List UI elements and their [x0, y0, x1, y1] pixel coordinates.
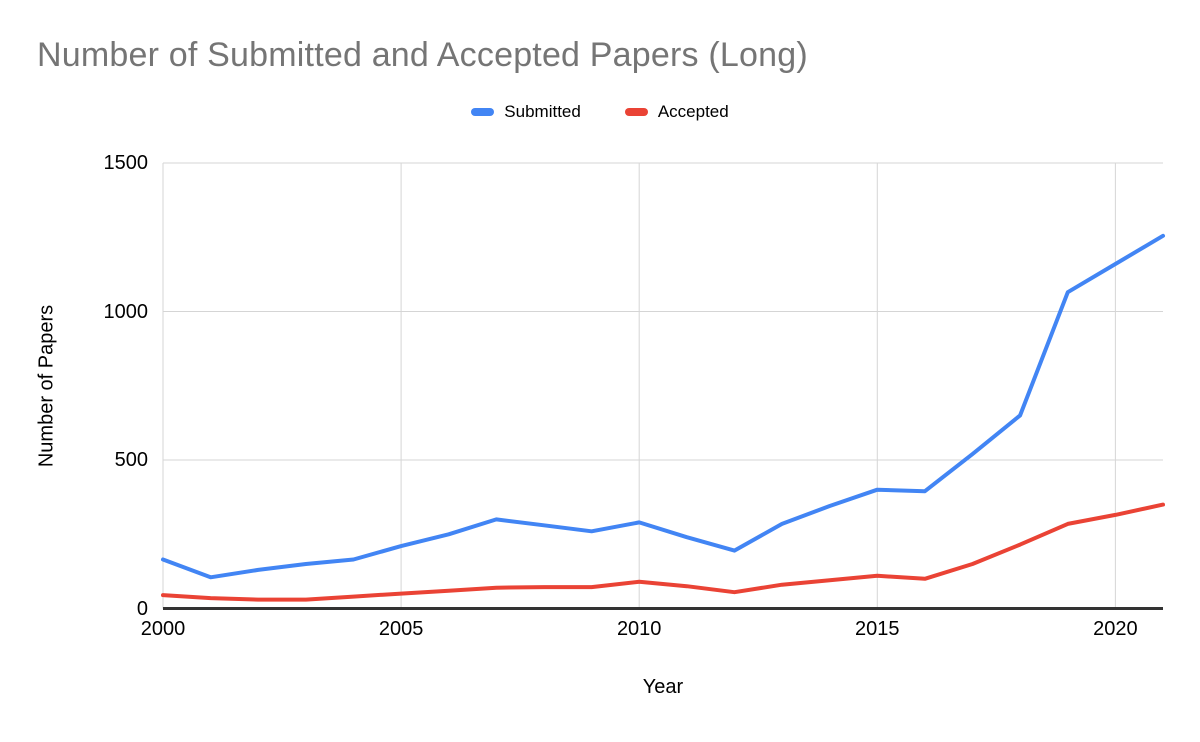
y-axis-title: Number of Papers [35, 304, 58, 468]
legend-item-submitted: Submitted [471, 102, 581, 122]
x-tick-label: 2020 [1093, 618, 1138, 640]
legend: Submitted Accepted [0, 102, 1200, 122]
submitted-line [161, 233, 1165, 580]
y-tick-label: 500 [114, 449, 148, 471]
accepted-legend-label: Accepted [657, 102, 729, 121]
x-tick-label: 2000 [140, 618, 186, 640]
legend-item-accepted: Accepted [624, 102, 729, 122]
accepted-legend-swatch-icon [624, 108, 648, 116]
y-tick-label: 0 [136, 597, 148, 620]
chart-title: Number of Submitted and Accepted Papers … [37, 36, 808, 74]
accepted-line [161, 502, 1165, 602]
submitted-legend-swatch-icon [471, 108, 495, 116]
x-tick-label: 2005 [378, 618, 424, 640]
x-tick-label: 2015 [855, 618, 900, 640]
x-tick-label: 2010 [616, 618, 662, 640]
y-tick-label: 1500 [103, 152, 149, 174]
submitted-legend-label: Submitted [504, 102, 581, 121]
x-axis-title: Year [642, 676, 684, 698]
y-tick-label: 1000 [103, 300, 149, 323]
